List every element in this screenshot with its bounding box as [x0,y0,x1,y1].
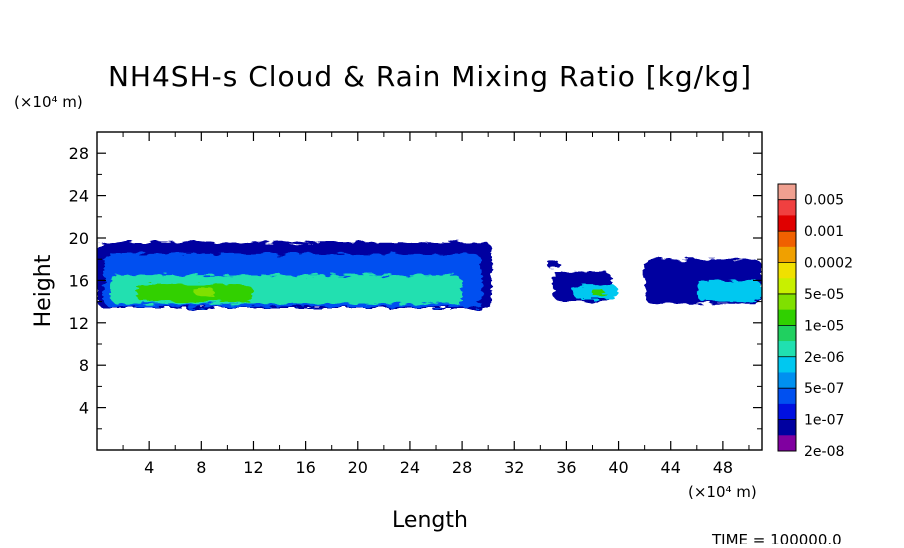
time-label: TIME = 100000.0 [711,531,842,544]
plot-frame [96,131,763,451]
cloud-region [136,284,254,302]
x-tick-label: 32 [504,458,524,477]
x-tick-label: 44 [661,458,681,477]
x-tick-label: 28 [452,458,472,477]
colorbar-swatch [778,356,796,373]
y-unit-label: (×10⁴ m) [14,93,83,111]
x-tick-label: 36 [556,458,576,477]
cloud-field [97,242,762,308]
colorbar-label: 0.005 [804,193,844,209]
y-tick-label: 28 [69,144,89,163]
colorbar-label: 2e-06 [804,350,844,366]
x-tick-label: 20 [348,458,368,477]
cloud-region [696,280,762,302]
colorbar-swatch [778,184,796,201]
x-tick-label: 48 [713,458,733,477]
colorbar-swatch [778,262,796,279]
colorbar-swatch [778,341,796,358]
x-tick-label: 4 [144,458,154,477]
colorbar-swatch [778,403,796,420]
cloud-region [194,287,215,297]
x-tick-label: 8 [196,458,206,477]
colorbar-label: 1e-05 [804,318,844,334]
colorbar-label: 2e-08 [804,444,844,460]
y-tick-label: 8 [79,356,89,375]
colorbar-swatch [778,435,796,452]
colorbar-label: 5e-07 [804,381,844,397]
x-unit-label: (×10⁴ m) [688,483,757,501]
colorbar-swatch [778,215,796,232]
x-tick-label: 40 [608,458,628,477]
colorbar-swatch [778,372,796,389]
x-tick-label: 24 [400,458,420,477]
chart-title: NH4SH-s Cloud & Rain Mixing Ratio [kg/kg… [108,60,752,93]
colorbar-swatch [778,231,796,248]
y-tick-label: 24 [69,187,89,206]
y-tick-label: 16 [69,271,89,290]
colorbar-swatch [778,309,796,326]
cloud-region [592,291,606,297]
y-tick-label: 4 [79,399,89,418]
colorbar-swatch [778,325,796,342]
y-tick-label: 12 [69,314,89,333]
x-axis-label: Length [392,508,468,533]
x-tick-label: 16 [295,458,315,477]
x-tick-label: 12 [243,458,263,477]
colorbar-label: 0.001 [804,224,844,240]
colorbar-swatch [778,278,796,295]
y-tick-label: 20 [69,229,89,248]
colorbar-swatch [778,246,796,263]
colorbar-swatch [778,199,796,216]
colorbar-label: 0.0002 [804,256,853,272]
colorbar-swatch [778,293,796,311]
y-axis-label: Height [31,254,56,327]
colorbar-swatch [778,388,796,405]
colorbar-label: 1e-07 [804,413,844,429]
colorbar-label: 5e-05 [804,287,844,303]
colorbar-swatch [778,419,796,436]
colorbar: 0.005 0.001 0.0002 5e-05 1e-05 2e-06 5e-07 1e-0… [777,183,853,460]
cloud-region [546,261,560,268]
